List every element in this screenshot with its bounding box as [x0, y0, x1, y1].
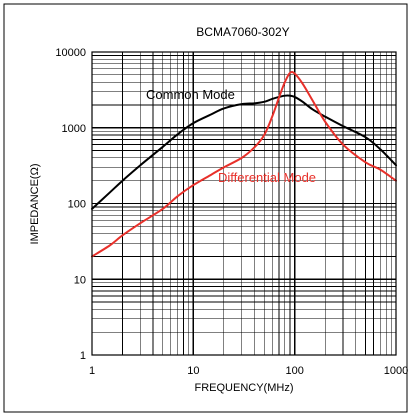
series-layer — [91, 70, 397, 258]
x-tick-label: 10 — [187, 365, 199, 377]
series-line-common-mode — [91, 94, 397, 210]
annotation-differential-mode: Differential Mode — [218, 170, 316, 185]
annotation-common-mode: Common Mode — [146, 87, 235, 102]
y-tick-label: 1000 — [62, 123, 86, 135]
y-tick-label: 10 — [74, 274, 86, 286]
x-tick-label: 1000 — [384, 365, 408, 377]
y-tick-label: 100 — [68, 199, 86, 211]
tick-labels: 1 10 100 1000 1 10 100 1000 10000 — [55, 47, 408, 377]
y-tick-label: 1 — [80, 350, 86, 362]
plot-frame — [91, 51, 397, 356]
series-line-differential-mode — [91, 70, 397, 258]
x-axis-label: FREQUENCY(MHz) — [195, 382, 294, 394]
y-tick-label: 10000 — [55, 47, 86, 59]
chart-border — [3, 3, 408, 413]
y-axis-label: IMPEDANCE(Ω) — [29, 164, 41, 245]
chart-title: BCMA7060-302Y — [196, 25, 289, 39]
x-tick-label: 1 — [89, 365, 95, 377]
x-tick-label: 100 — [285, 365, 303, 377]
